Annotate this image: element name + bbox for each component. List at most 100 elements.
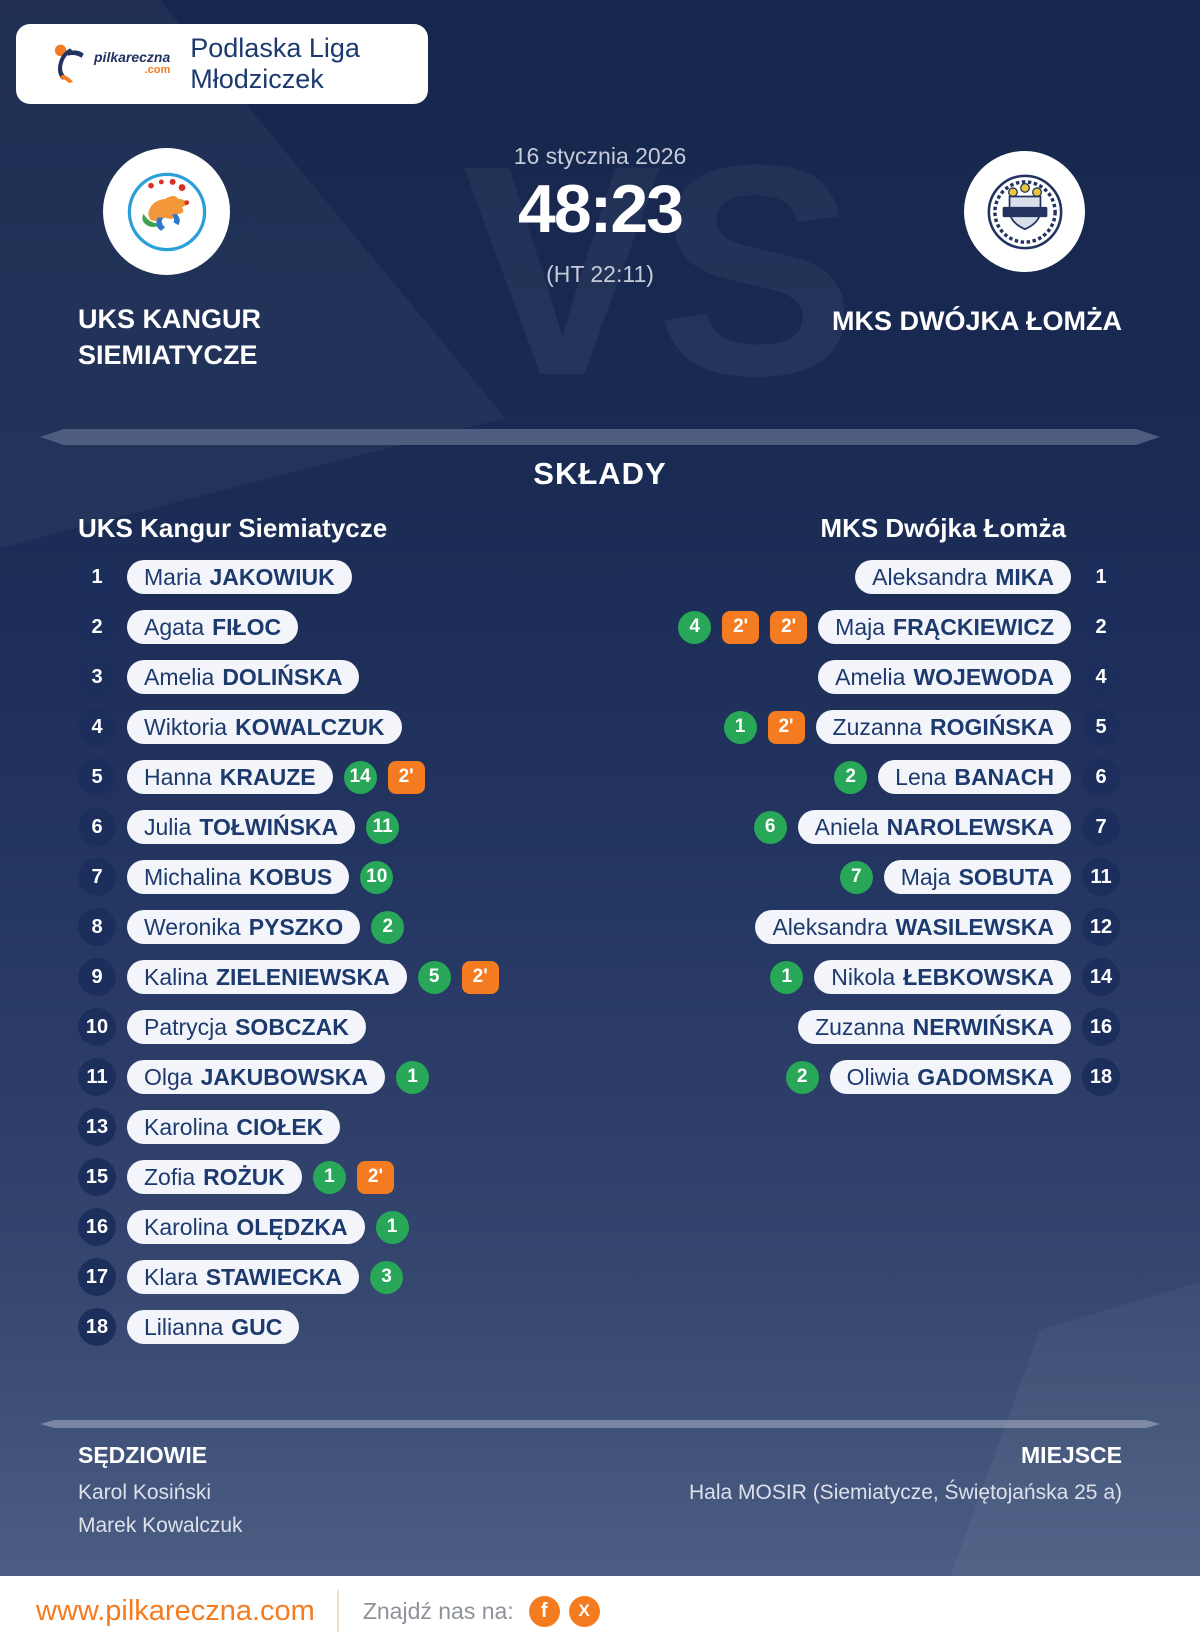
away-roster-header: MKS Dwójka Łomża — [820, 513, 1066, 543]
player-number-badge: 11 — [78, 1058, 116, 1096]
player-row: 3 Amelia DOLIŃSKA — [78, 658, 360, 696]
player-number-badge: 6 — [78, 808, 116, 846]
referees-block: SĘDZIOWIE Karol Kosiński Marek Kowalczuk — [78, 1442, 243, 1547]
handball-player-icon — [48, 41, 90, 88]
player-name-pill: Lena BANACH — [878, 760, 1071, 794]
goals-badge: 1 — [770, 960, 804, 994]
player-row: 1 Nikola ŁEBKOWSKA 14 — [770, 958, 1120, 996]
match-date: 16 stycznia 2026 — [513, 143, 687, 169]
player-row: 15 Zofia ROŻUK 1 2' — [78, 1158, 394, 1196]
player-row: 2 Agata FIŁOC — [78, 608, 299, 646]
player-row: 9 Kalina ZIELENIEWSKA 5 2' — [78, 958, 499, 996]
goals-badge: 2 — [371, 910, 405, 944]
kangaroo-crest-icon — [127, 172, 206, 251]
goals-badge: 1 — [395, 1060, 429, 1094]
home-roster: 1 Maria JAKOWIUK 2 Agata FIŁOC 3 Amelia DOLIŃSKA… — [78, 558, 499, 1358]
player-number-badge: 14 — [1082, 958, 1120, 996]
player-row: 8 Weronika PYSZKO 2 — [78, 908, 405, 946]
home-roster-header: UKS Kangur Siemiatycze — [78, 513, 388, 543]
player-name-pill: Zuzanna ROGIŃSKA — [815, 710, 1071, 744]
player-row: 6 Aniela NAROLEWSKA 7 — [753, 808, 1120, 846]
player-row: 4 2' 2' Maja FRĄCKIEWICZ 2 — [678, 608, 1120, 646]
player-row: 1 Maria JAKOWIUK — [78, 558, 352, 596]
player-number-badge: 17 — [78, 1258, 116, 1296]
player-number-badge: 5 — [1082, 708, 1120, 746]
player-number-badge: 3 — [78, 658, 116, 696]
brand-header-card: pilkareczna .com Podlaska Liga Młodzicze… — [16, 24, 428, 104]
halftime-score: (HT 22:11) — [546, 261, 654, 287]
player-row: Aleksandra MIKA 1 — [855, 558, 1120, 596]
two-minute-badge: 2' — [767, 710, 805, 744]
pilkareczna-logo: pilkareczna .com — [48, 41, 170, 88]
away-team-logo — [964, 151, 1085, 272]
lineups-section-title: SKŁADY — [533, 456, 667, 491]
goals-badge: 1 — [312, 1160, 346, 1194]
player-row: 17 Klara STAWIECKA 3 — [78, 1258, 403, 1296]
goals-badge: 14 — [343, 760, 377, 794]
player-row: Aleksandra WASILEWSKA 12 — [755, 908, 1120, 946]
player-name-pill: Kalina ZIELENIEWSKA — [127, 960, 407, 994]
player-number-badge: 4 — [78, 708, 116, 746]
referee-name: Marek Kowalczuk — [78, 1514, 243, 1537]
player-name-pill: Weronika PYSZKO — [127, 910, 361, 944]
goals-badge: 2 — [785, 1060, 819, 1094]
pilkareczna-wordmark: pilkareczna .com — [94, 49, 171, 77]
two-minute-badge: 2' — [387, 760, 425, 794]
player-row: 4 Wiktoria KOWALCZUK — [78, 708, 402, 746]
x-icon[interactable]: X — [568, 1595, 600, 1627]
player-name-pill: Aleksandra MIKA — [855, 560, 1071, 594]
goals-badge: 1 — [723, 710, 757, 744]
player-number-badge: 7 — [78, 858, 116, 896]
player-number-badge: 6 — [1082, 758, 1120, 796]
player-name-pill: Karolina CIOŁEK — [127, 1110, 341, 1144]
player-name-pill: Olga JAKUBOWSKA — [127, 1060, 385, 1094]
referee-name: Karol Kosiński — [78, 1481, 212, 1504]
facebook-icon[interactable]: f — [528, 1595, 560, 1627]
player-name-pill: Amelia WOJEWODA — [818, 660, 1071, 694]
match-score: 48:23 — [518, 171, 684, 247]
player-name-pill: Karolina OLĘDZKA — [127, 1210, 365, 1244]
player-number-badge: 15 — [78, 1158, 116, 1196]
goals-badge: 4 — [678, 610, 712, 644]
player-name-pill: Amelia DOLIŃSKA — [127, 660, 360, 694]
two-minute-badge: 2' — [770, 610, 808, 644]
player-name-pill: Maria JAKOWIUK — [127, 560, 352, 594]
venue-name: Hala MOSIR (Siemiatycze, Świętojańska 25… — [689, 1481, 1122, 1504]
player-row: 6 Julia TOŁWIŃSKA 11 — [78, 808, 400, 846]
home-team-name: UKS KANGUR SIEMIATYCZE — [78, 304, 262, 370]
player-row: 2 Oliwia GADOMSKA 18 — [785, 1058, 1120, 1096]
player-number-badge: 13 — [78, 1108, 116, 1146]
footer-divider — [40, 1420, 1160, 1428]
player-number-badge: 2 — [1082, 608, 1120, 646]
player-number-badge: 1 — [78, 558, 116, 596]
player-name-pill: Zofia ROŻUK — [127, 1160, 302, 1194]
player-number-badge: 1 — [1082, 558, 1120, 596]
player-row: 7 Michalina KOBUS 10 — [78, 858, 394, 896]
player-row: Zuzanna NERWIŃSKA 16 — [798, 1008, 1120, 1046]
player-row: 1 2' Zuzanna ROGIŃSKA 5 — [723, 708, 1120, 746]
footer-bar: www.pilkareczna.com Znajdź nas na: f X — [0, 1576, 1200, 1646]
player-number-badge: 11 — [1082, 858, 1120, 896]
player-name-pill: Oliwia GADOMSKA — [829, 1060, 1071, 1094]
player-row: 18 Lilianna GUC — [78, 1308, 300, 1346]
find-us-label: Znajdź nas na: — [362, 1597, 514, 1624]
goals-badge: 5 — [417, 960, 451, 994]
player-number-badge: 18 — [1082, 1058, 1120, 1096]
goals-badge: 2 — [834, 760, 868, 794]
two-minute-badge: 2' — [461, 960, 499, 994]
player-number-badge: 9 — [78, 958, 116, 996]
goals-badge: 1 — [375, 1210, 409, 1244]
dwojka-crest-icon — [987, 174, 1062, 249]
player-name-pill: Zuzanna NERWIŃSKA — [798, 1010, 1071, 1044]
site-url-link[interactable]: www.pilkareczna.com — [36, 1594, 315, 1627]
player-number-badge: 2 — [78, 608, 116, 646]
venue-block: MIEJSCE Hala MOSIR (Siemiatycze, Świętoj… — [689, 1442, 1122, 1514]
social-icons: f X — [528, 1595, 600, 1627]
player-name-pill: Wiktoria KOWALCZUK — [127, 710, 402, 744]
player-name-pill: Michalina KOBUS — [127, 860, 350, 894]
goals-badge: 3 — [370, 1260, 403, 1294]
vs-watermark: VS — [462, 102, 856, 438]
two-minute-badge: 2' — [722, 610, 760, 644]
away-team-name: MKS DWÓJKA ŁOMŻA — [832, 306, 1122, 336]
